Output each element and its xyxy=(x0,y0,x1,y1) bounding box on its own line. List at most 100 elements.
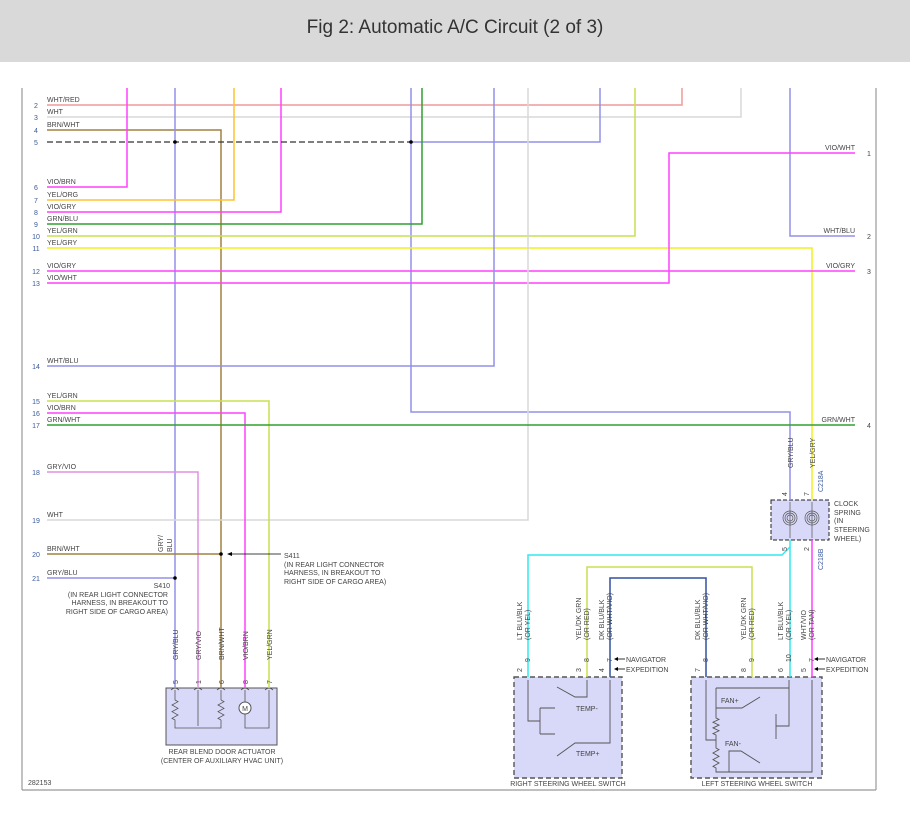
wire-label: YEL/GRN xyxy=(47,228,78,235)
pin-number: 7 xyxy=(809,658,816,662)
connector-pin-number: 13 xyxy=(32,281,40,288)
wire-label: WHT/BLU xyxy=(824,228,856,235)
s410-desc: (IN REAR LIGHT CONNECTOR xyxy=(68,592,168,599)
pin-number: 8 xyxy=(741,668,748,672)
left-switch-title: LEFT STEERING WHEEL SWITCH xyxy=(702,781,813,788)
arrow-head-icon xyxy=(814,667,818,671)
connector-pin-number: 11 xyxy=(32,246,39,253)
wire xyxy=(47,247,813,500)
wire-label: GRN/WHT xyxy=(47,417,81,424)
wire-label: YEL/DK GRN xyxy=(741,598,748,640)
wire xyxy=(47,88,495,367)
clock-spring-label: STEERING xyxy=(834,527,870,534)
wire-label: YEL/GRY xyxy=(810,437,817,468)
pin-number: 1 xyxy=(196,680,203,684)
fan-plus-label: FAN+ xyxy=(721,698,739,705)
s411-desc: RIGHT SIDE OF CARGO AREA) xyxy=(284,579,386,586)
connector-pin-number: 9 xyxy=(34,222,38,229)
wire-label: (OR TAN) xyxy=(809,610,816,640)
actuator-title: REAR BLEND DOOR ACTUATOR xyxy=(168,749,275,756)
wire-label: VIO/GRY xyxy=(47,263,76,270)
s411-name: S411 xyxy=(284,553,300,560)
pin-number: 3 xyxy=(576,668,583,672)
pin-number: 5 xyxy=(173,680,180,684)
clock-spring-label: SPRING xyxy=(834,510,861,517)
clock-spring-label: WHEEL) xyxy=(834,536,861,543)
wire xyxy=(47,129,222,688)
wire xyxy=(47,88,128,188)
connector-pin-number: 1 xyxy=(867,151,871,158)
wire-label: LT BLU/BLK xyxy=(778,601,785,640)
connector-pin-number: 10 xyxy=(32,234,40,241)
wire xyxy=(47,88,636,237)
resistor-icon xyxy=(217,690,225,721)
temp-minus-label: TEMP- xyxy=(576,706,598,713)
resistor-icon xyxy=(171,690,222,729)
s411-desc: HARNESS, IN BREAKOUT TO xyxy=(284,570,381,577)
wire-label: VIO/GRY xyxy=(47,204,76,211)
pin-number: 4 xyxy=(782,492,789,496)
wire xyxy=(789,88,855,237)
wire-label: WHT/RED xyxy=(47,97,80,104)
s411-desc: (IN REAR LIGHT CONNECTOR xyxy=(284,562,384,569)
connector-pin-number: 7 xyxy=(34,198,38,205)
wire-label: BRN/WHT xyxy=(47,122,80,129)
actuator-subtitle: (CENTER OF AUXILIARY HVAC UNIT) xyxy=(161,758,283,765)
motor-label: M xyxy=(242,706,248,713)
wire xyxy=(47,88,282,213)
wire-label: BRN/WHT xyxy=(47,546,80,553)
temp-switch-icon xyxy=(556,680,611,757)
wire-label: YEL/ORG xyxy=(47,192,78,199)
pin-number: 7 xyxy=(607,658,614,662)
connector-pin-number: 4 xyxy=(34,128,38,135)
wire xyxy=(586,566,753,677)
pin-number: 4 xyxy=(599,668,606,672)
arrow-head-icon xyxy=(614,657,618,661)
variant-navigator: NAVIGATOR xyxy=(626,657,666,664)
pin-number: 2 xyxy=(517,668,524,672)
pin-number: 6 xyxy=(778,668,785,672)
splice-dot xyxy=(409,140,413,144)
wire-label: WHT xyxy=(47,512,64,519)
pin-number: 2 xyxy=(804,547,811,551)
fan-minus-label: FAN- xyxy=(725,741,742,748)
pin-number: 7 xyxy=(695,668,702,672)
connector-pin-number: 20 xyxy=(32,552,40,559)
wire-label: GRY/BLU xyxy=(47,570,78,577)
temp-plus-label: TEMP+ xyxy=(576,751,600,758)
left-steering-wheel-switch xyxy=(690,676,823,779)
wire-label: YEL/GRY xyxy=(47,240,78,247)
pin-number: 5 xyxy=(801,668,808,672)
figure-header: Fig 2: Automatic A/C Circuit (2 of 3) xyxy=(0,0,910,62)
pin-number: 8 xyxy=(243,680,250,684)
connector-c218a: C218A xyxy=(818,470,825,492)
wire-label: (OR RED) xyxy=(584,608,591,640)
connector-pin-number: 12 xyxy=(32,269,40,276)
wire-label: (OR WHT/VIO) xyxy=(703,593,710,640)
wire xyxy=(47,88,235,201)
pin-number: 6 xyxy=(219,680,226,684)
switch-common xyxy=(527,680,555,735)
connector-pin-number: 6 xyxy=(34,185,38,192)
wire-label: WHT/VIO xyxy=(801,610,808,640)
pin-number: 9 xyxy=(749,658,756,662)
wire xyxy=(47,88,683,106)
splice-dot xyxy=(173,140,177,144)
pin-number: 7 xyxy=(804,492,811,496)
wire xyxy=(609,577,707,677)
splice-dot xyxy=(219,552,223,556)
motor-wiring xyxy=(244,690,270,729)
connector-pin-number: 8 xyxy=(34,210,38,217)
connector-pin-number: 14 xyxy=(32,364,40,371)
variant-expedition: EXPEDITION xyxy=(826,667,868,674)
arrow-head-icon xyxy=(814,657,818,661)
connector-pin-number: 16 xyxy=(32,411,40,418)
wire-label: (OR YEL) xyxy=(525,610,532,640)
connector-pin-number: 21 xyxy=(32,576,40,583)
variant-expedition: EXPEDITION xyxy=(626,667,668,674)
right-steering-wheel-switch xyxy=(513,676,623,779)
wire-label: (OR WHT/VIO) xyxy=(607,593,614,640)
wire xyxy=(411,88,601,143)
wire-label: DK BLU/BLK xyxy=(599,599,606,640)
